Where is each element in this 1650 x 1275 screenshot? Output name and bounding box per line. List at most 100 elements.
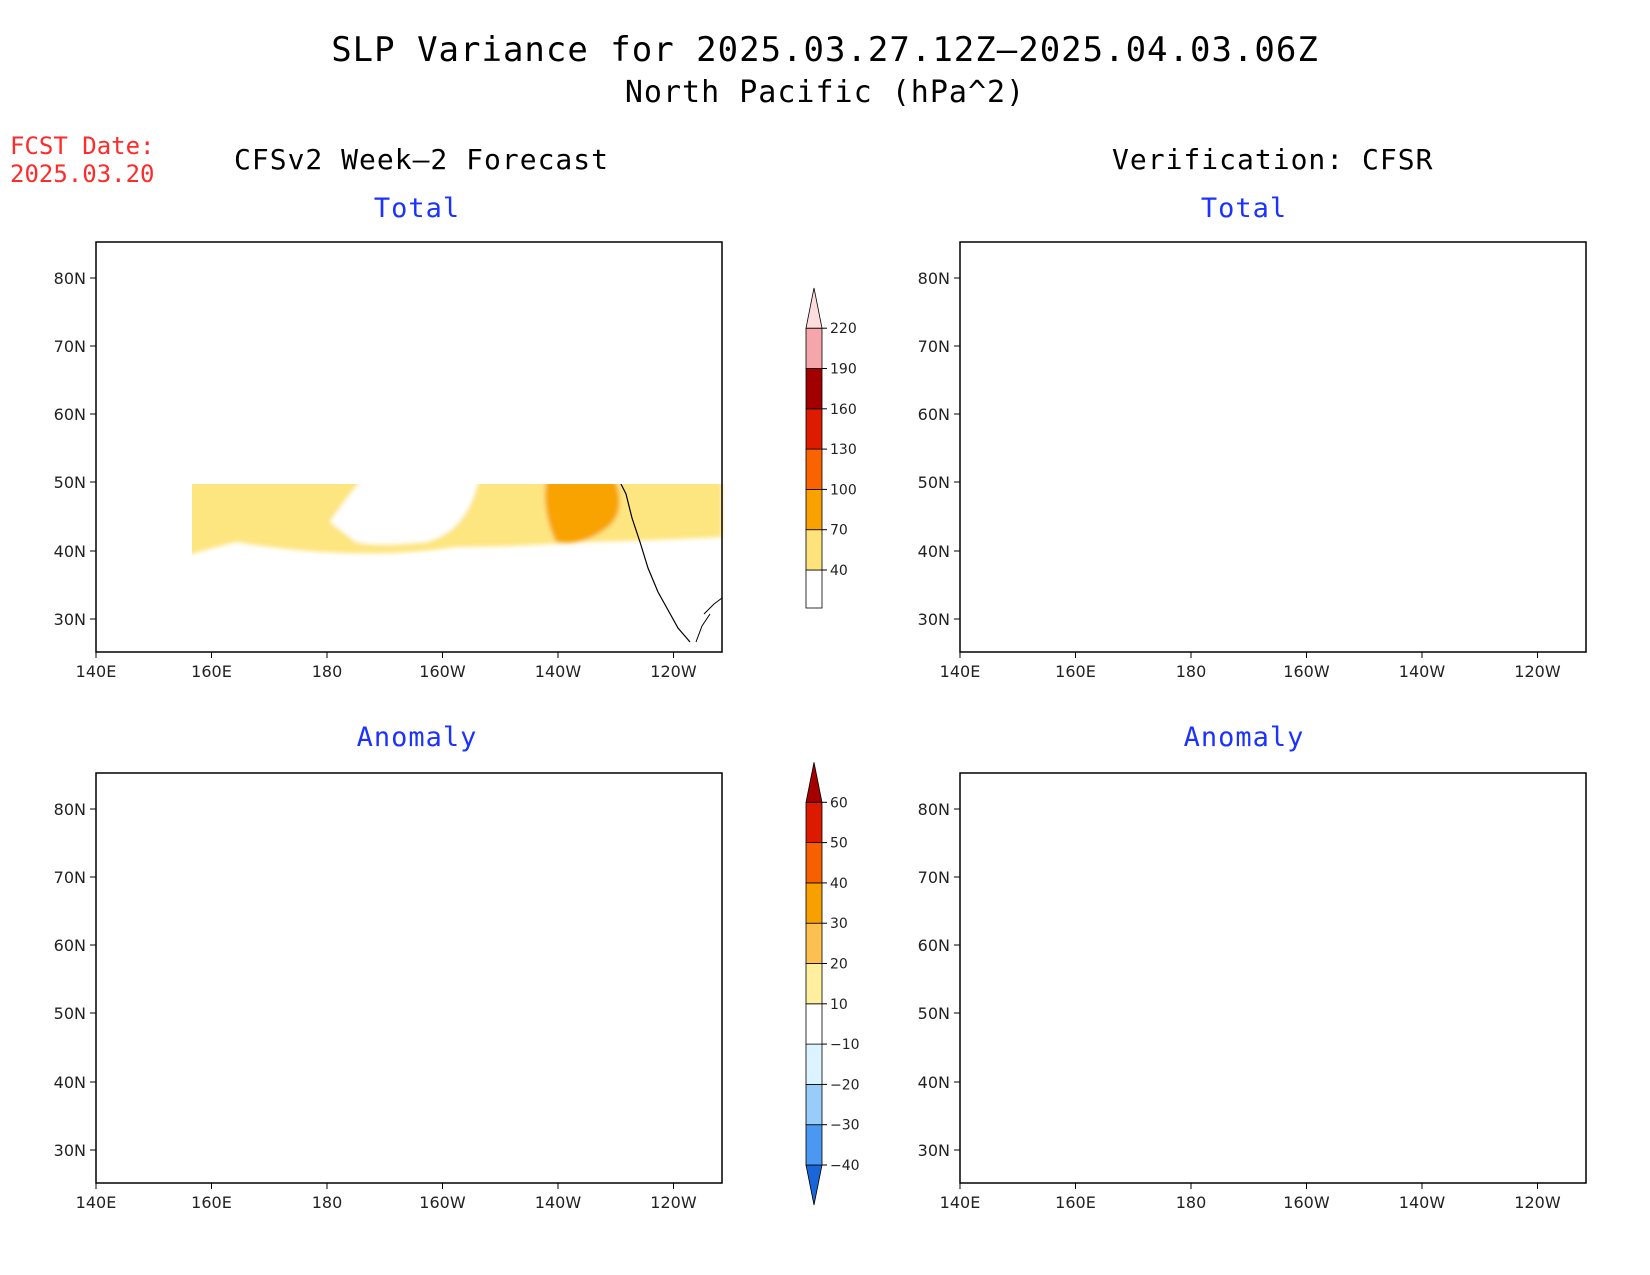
- cbar-tick-label: 130: [830, 442, 857, 458]
- region-10-20: [1020, 780, 1586, 890]
- region-20-30: [106, 862, 386, 1053]
- left-column-title: CFSv2 Week—2 Forecast: [234, 143, 610, 176]
- lat-tick-label: 60N: [918, 936, 950, 955]
- region-130-160-east: [1397, 478, 1448, 508]
- cbar-segment: [805, 1124, 823, 1166]
- fcst-date-label: FCST Date:: [10, 132, 155, 160]
- axes-group: 140E 160E 180 160W 140W 120W 80N 70N 60N 50N 40N 30…: [54, 269, 1561, 1212]
- region-130-160: [1199, 269, 1500, 298]
- lat-tick-label: 80N: [54, 269, 86, 288]
- region-50-60-central: [1281, 991, 1346, 1032]
- cbar-segment: [805, 287, 823, 329]
- lon-tick-label: 120W: [1514, 662, 1561, 681]
- cbar-tick-label: 70: [830, 523, 848, 539]
- lon-tick-label: 160W: [419, 662, 466, 681]
- lon-tick-label: 140W: [535, 1193, 582, 1212]
- region-neg30-neg40: [106, 949, 505, 1132]
- colorbar-anomaly: −40 −30 −20 −10 10 20 30 40 50 60: [805, 762, 860, 1206]
- region-below-40: [330, 484, 478, 545]
- region-above-60: [1130, 805, 1570, 836]
- lat-tick-label: 50N: [54, 1004, 86, 1023]
- region-50-60-west: [995, 962, 1037, 1036]
- lat-tick-label: 70N: [918, 868, 950, 887]
- region-20-30-north: [156, 835, 278, 893]
- lat-tick-label: 40N: [918, 1073, 950, 1092]
- lat-tick-label: 70N: [54, 868, 86, 887]
- region-below-neg40: [1020, 895, 1540, 1124]
- lat-tick-label: 30N: [918, 610, 950, 629]
- region-50-60-east: [1394, 1020, 1454, 1057]
- region-above-60-east: [1406, 1026, 1448, 1053]
- region-160-190: [1240, 274, 1460, 297]
- cbar-tick-label: −40: [830, 1158, 860, 1174]
- region-above-60-west: [999, 977, 1031, 1033]
- region-above-60-nw: [1040, 849, 1072, 863]
- region-70-100-central: [1258, 426, 1469, 527]
- cbar-tick-label: −10: [830, 1037, 860, 1053]
- lon-tick-label: 180: [312, 662, 343, 681]
- lat-tick-label: 80N: [918, 800, 950, 819]
- lon-tick-label: 180: [312, 1193, 343, 1212]
- cbar-segment: [805, 762, 823, 803]
- region-40-70-west: [960, 392, 1100, 573]
- lon-tick-label: 160W: [1283, 1193, 1330, 1212]
- cbar-segment: [805, 448, 823, 490]
- region-10-20-east: [530, 1007, 637, 1100]
- lat-tick-label: 50N: [918, 1004, 950, 1023]
- lat-tick-label: 40N: [54, 1073, 86, 1092]
- lon-tick-label: 160W: [419, 1193, 466, 1212]
- region-100-130: [1160, 264, 1550, 304]
- cbar-tick-label: 50: [830, 836, 848, 852]
- map-anomaly-forecast: [95, 772, 723, 1184]
- map-total-forecast: [95, 241, 723, 653]
- region-above-220-west: [1016, 483, 1030, 496]
- region-40-70-south: [1191, 581, 1246, 627]
- region-70-100-south: [1203, 592, 1226, 614]
- region-190-220-central: [1300, 467, 1330, 493]
- panel-title-anomaly-verification: Anomaly: [1183, 722, 1305, 753]
- colorbar-total: 40 70 100 130 160 190 220: [805, 287, 857, 609]
- cbar-segment: [805, 801, 823, 843]
- main-subtitle: North Pacific (hPa^2): [624, 75, 1026, 110]
- cbar-segment: [805, 842, 823, 884]
- lon-tick-label: 160E: [191, 1193, 232, 1212]
- lon-tick-label: 160E: [191, 662, 232, 681]
- right-column-title: Verification: CFSR: [1112, 143, 1434, 176]
- region-10-20-west: [960, 913, 1090, 1083]
- region-above-60-west-north: [1016, 938, 1032, 951]
- region-20-30-east: [542, 1023, 614, 1088]
- region-100-130-west: [986, 433, 1090, 532]
- lon-tick-label: 140W: [1399, 662, 1446, 681]
- region-30-40-east: [560, 1033, 600, 1075]
- cbar-segment: [805, 922, 823, 964]
- cbar-segment: [805, 408, 823, 450]
- region-160-190-west: [999, 463, 1051, 517]
- region-neg30-neg40-east: [1520, 1031, 1586, 1088]
- cbar-tick-label: 40: [830, 876, 848, 892]
- cbar-segment: [805, 368, 823, 410]
- main-title: SLP Variance for 2025.03.27.12Z—2025.04.…: [331, 30, 1319, 70]
- lon-tick-label: 140E: [76, 1193, 117, 1212]
- cbar-segment: [805, 529, 823, 571]
- region-neg30-neg40: [1010, 885, 1570, 1138]
- panel-title-total-verification: Total: [1200, 193, 1288, 224]
- lon-tick-label: 120W: [650, 662, 697, 681]
- cbar-tick-label: −30: [830, 1118, 860, 1134]
- lat-tick-label: 60N: [54, 936, 86, 955]
- region-130-160-west: [994, 450, 1070, 523]
- region-10-20: [96, 811, 389, 1063]
- lat-tick-label: 40N: [54, 542, 86, 561]
- region-40-70-central: [1250, 414, 1492, 552]
- lon-tick-label: 140E: [940, 662, 981, 681]
- region-above-60: [144, 945, 184, 980]
- lon-tick-label: 180: [1176, 1193, 1207, 1212]
- lon-tick-label: 120W: [1514, 1193, 1561, 1212]
- region-40-50-central: [1276, 985, 1446, 1062]
- region-30-40: [114, 880, 346, 1033]
- region-neg20-neg30: [1000, 877, 1586, 1143]
- cbar-segment: [805, 327, 823, 369]
- region-above-220: [1320, 282, 1400, 290]
- region-100-130-central: [1267, 436, 1453, 514]
- region-40-50: [1050, 795, 1586, 855]
